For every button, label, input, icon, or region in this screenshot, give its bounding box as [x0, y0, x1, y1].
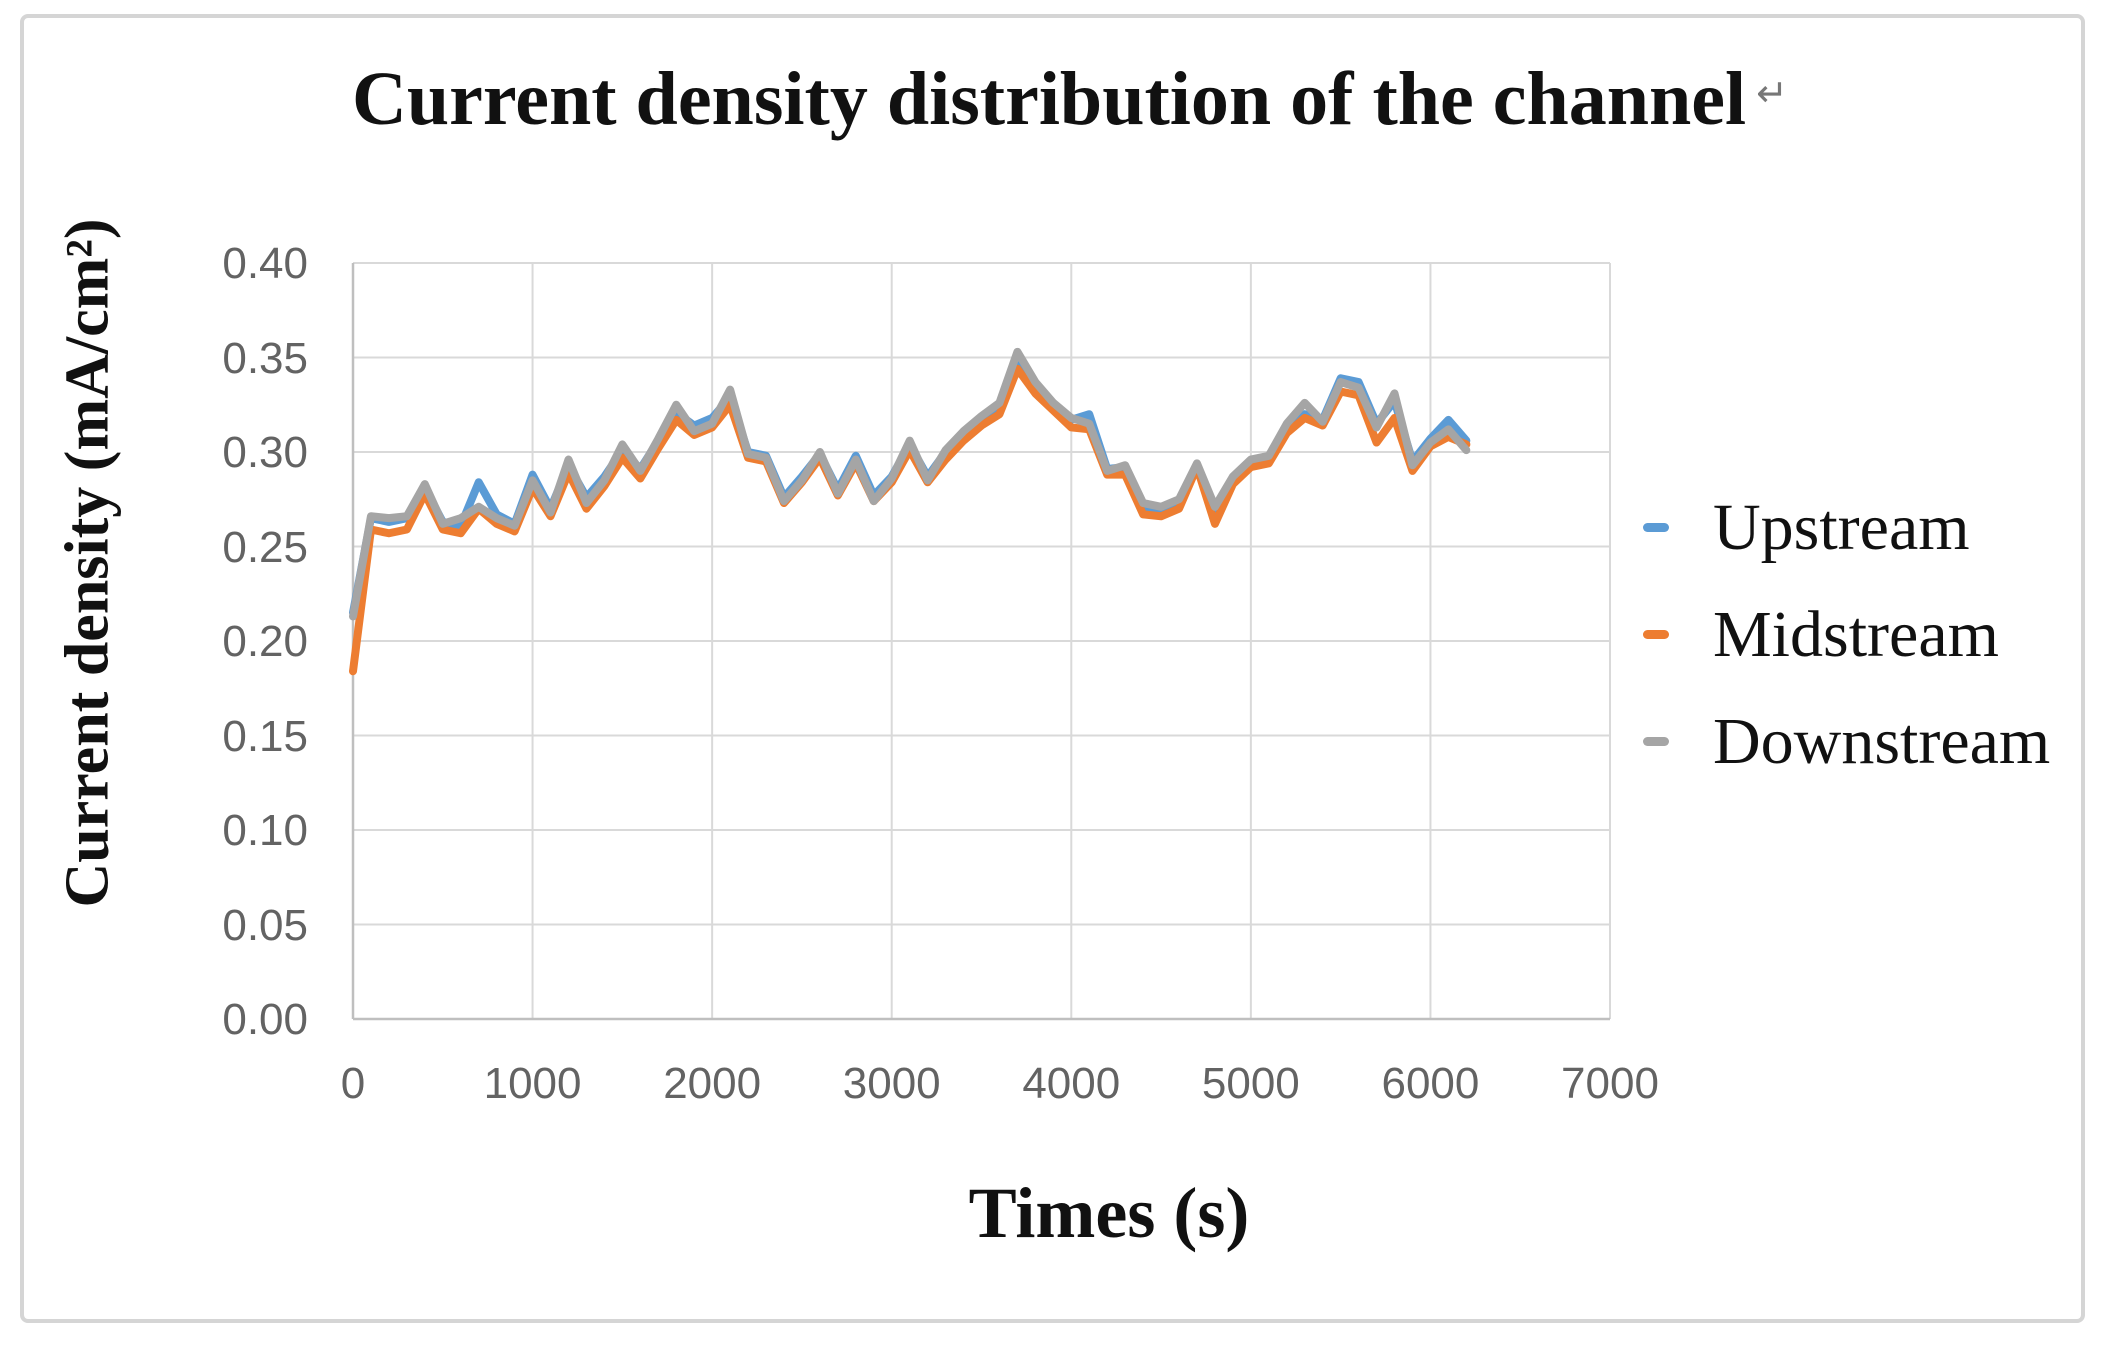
x-axis-tick-label: 7000: [1561, 1059, 1659, 1108]
upstream-dash-icon: [1643, 523, 1669, 532]
chart-title: Current density distribution of the chan…: [351, 57, 1789, 142]
legend-item-upstream: Upstream: [1643, 474, 2050, 581]
x-axis-tick-label: 5000: [1201, 1059, 1300, 1108]
paragraph-mark-icon: ↵: [1756, 73, 1789, 115]
y-axis-tick-label: 0.30: [222, 428, 308, 477]
y-axis-title: Current density (mA/cm²): [53, 218, 122, 908]
x-axis-tick-label: 4000: [1022, 1059, 1121, 1108]
legend-item-downstream: Downstream: [1643, 688, 2050, 795]
x-axis-tick-label: 1000: [483, 1059, 582, 1108]
y-axis-tick-label: 0.10: [222, 806, 308, 855]
y-axis-tick-label: 0.35: [222, 333, 308, 383]
legend-item-midstream: Midstream: [1643, 581, 2050, 688]
y-axis-tick-label: 0.15: [222, 711, 308, 761]
y-axis-tick-label: 0.05: [222, 900, 308, 950]
x-axis-tick-label: 3000: [842, 1059, 941, 1108]
x-axis-title: Times (s): [968, 1173, 1250, 1253]
x-axis-tick-label: 6000: [1381, 1059, 1480, 1108]
legend-label-downstream: Downstream: [1713, 704, 2051, 778]
y-axis-tick-label: 0.00: [222, 995, 308, 1044]
y-axis-tick-label: 0.40: [222, 239, 308, 288]
chart-title-text: Current density distribution of the chan…: [351, 57, 1747, 141]
midstream-dash-icon: [1643, 630, 1669, 639]
legend-label-midstream: Midstream: [1713, 597, 1999, 671]
legend: Upstream Midstream Downstream: [1643, 474, 2050, 795]
x-axis-tick-label: 0: [340, 1059, 366, 1108]
series-upstream-line: [349, 357, 1471, 617]
x-axis-tick-label: 2000: [663, 1059, 762, 1108]
y-axis-tick-label: 0.20: [222, 617, 308, 666]
legend-label-upstream: Upstream: [1713, 490, 1970, 564]
series-downstream-line: [349, 347, 1471, 621]
y-axis-tick-label: 0.25: [222, 522, 308, 572]
downstream-dash-icon: [1643, 737, 1669, 746]
